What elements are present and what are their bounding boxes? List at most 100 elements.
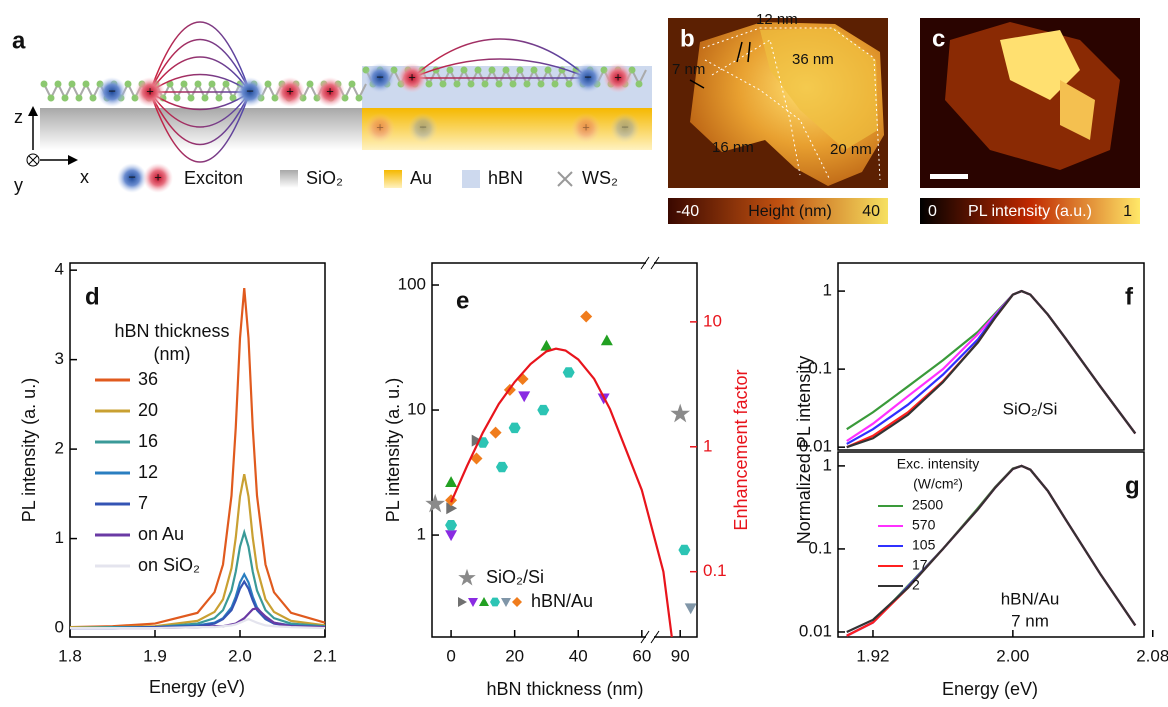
legend-label: 105 [912,537,936,553]
legend-label: 20 [138,400,158,420]
panel-a: a z x y Exciton SiO₂ Au hBN WS₂ − + − + + − + −… [12,21,652,195]
ws2-atom [229,94,237,102]
panel-label: e [456,287,469,314]
ws2-atom [439,80,447,88]
flake-outline [702,27,881,181]
x-tick-label: 0 [446,646,455,665]
legend-swatch [384,170,402,188]
electron [235,77,265,107]
ws2-atom [194,80,202,88]
y2-tick-label: 10 [703,311,722,330]
marker [518,391,531,403]
axis-break [640,256,660,270]
ws2-atom [68,80,76,88]
marker [425,493,446,513]
marker [446,502,458,515]
ws2-atom [47,94,55,102]
charge-sign: − [376,69,384,84]
legend-title: (W/cm²) [913,476,963,492]
charge-sign: − [584,69,592,84]
colorbar-max: 40 [862,203,880,220]
axis-break [646,260,654,266]
ws2-atom [187,94,195,102]
hole [275,77,305,107]
annotation: hBN/Au [1001,589,1060,608]
electron [408,113,438,143]
annotation: SiO₂/Si [1003,399,1058,418]
colorbar [668,198,888,224]
field-line [149,91,251,128]
x-tick-label: 1.9 [143,646,167,665]
x-tick-label: 2.0 [228,646,252,665]
ws2-atom [264,80,272,88]
legend-swatch [458,597,467,607]
legend-swatch [501,598,511,607]
ws2-atom [495,80,503,88]
hole [315,77,345,107]
ws2-atom [551,80,559,88]
ws2-atom [54,80,62,88]
charge-sign: + [614,69,622,84]
legend-label: SiO₂/Si [486,567,544,587]
series-line [846,289,1137,449]
legend-title: Exc. intensity [897,456,979,472]
ws2-atom [523,80,531,88]
ws2-atom [516,66,524,74]
ws2-atom [488,66,496,74]
axis-name: x [80,167,89,187]
field-line [149,91,251,146]
y-tick-label: 1 [417,525,426,544]
y-axis-label: PL intensity (a. u.) [383,378,403,522]
charge-sign: + [154,169,162,184]
legend-label: 17 [912,557,928,573]
ws2-atom [467,80,475,88]
legend-swatch [458,568,476,586]
electron [97,77,127,107]
y-tick-label: 2 [55,439,64,458]
ws2-atom [446,66,454,74]
y-axis-label: PL intensity (a. u.) [19,378,39,522]
marker [540,339,553,351]
marker [684,603,697,615]
series-line [846,289,1137,449]
panel-label: f [1125,283,1134,310]
hole [143,163,173,193]
ws2-atom [481,80,489,88]
hole [603,63,633,93]
series-line [846,289,1137,435]
panel-label: a [12,27,26,54]
ws2-atom [201,94,209,102]
ws2-atom [180,80,188,88]
legend-label: 7 [138,493,148,513]
hole [571,113,601,143]
charge-sign: + [286,83,294,98]
y-tick-label: 1 [823,455,832,474]
panel-c: c 0 PL intensity (a.u.) 1 [920,18,1140,224]
au-substrate [362,108,652,150]
colorbar-min: -40 [676,203,699,220]
legend-swatch [557,171,573,187]
ws2-atom [208,80,216,88]
panel-b: b 12 nm 7 nm 36 nm 16 nm 20 nm -40 Heigh… [668,11,888,224]
ws2-atom [82,80,90,88]
charge-sign: − [246,83,254,98]
ws2-atom [173,94,181,102]
ws2-atom [453,80,461,88]
ws2-atom [474,66,482,74]
electron [365,63,395,93]
marker [600,334,613,346]
ws2-atom [537,80,545,88]
axis-name: y [14,175,23,195]
marker [678,544,691,556]
legend-title: hBN thickness [114,321,229,341]
series-line [450,347,673,638]
plot-frame [837,451,1145,638]
axis-name: z [14,107,23,127]
legend-swatch [280,170,298,188]
marker [562,367,575,378]
ws2-atom [306,80,314,88]
field-line [149,38,251,93]
y-tick-label: 4 [55,260,64,279]
legend-swatch [462,170,480,188]
ws2-atom [89,94,97,102]
